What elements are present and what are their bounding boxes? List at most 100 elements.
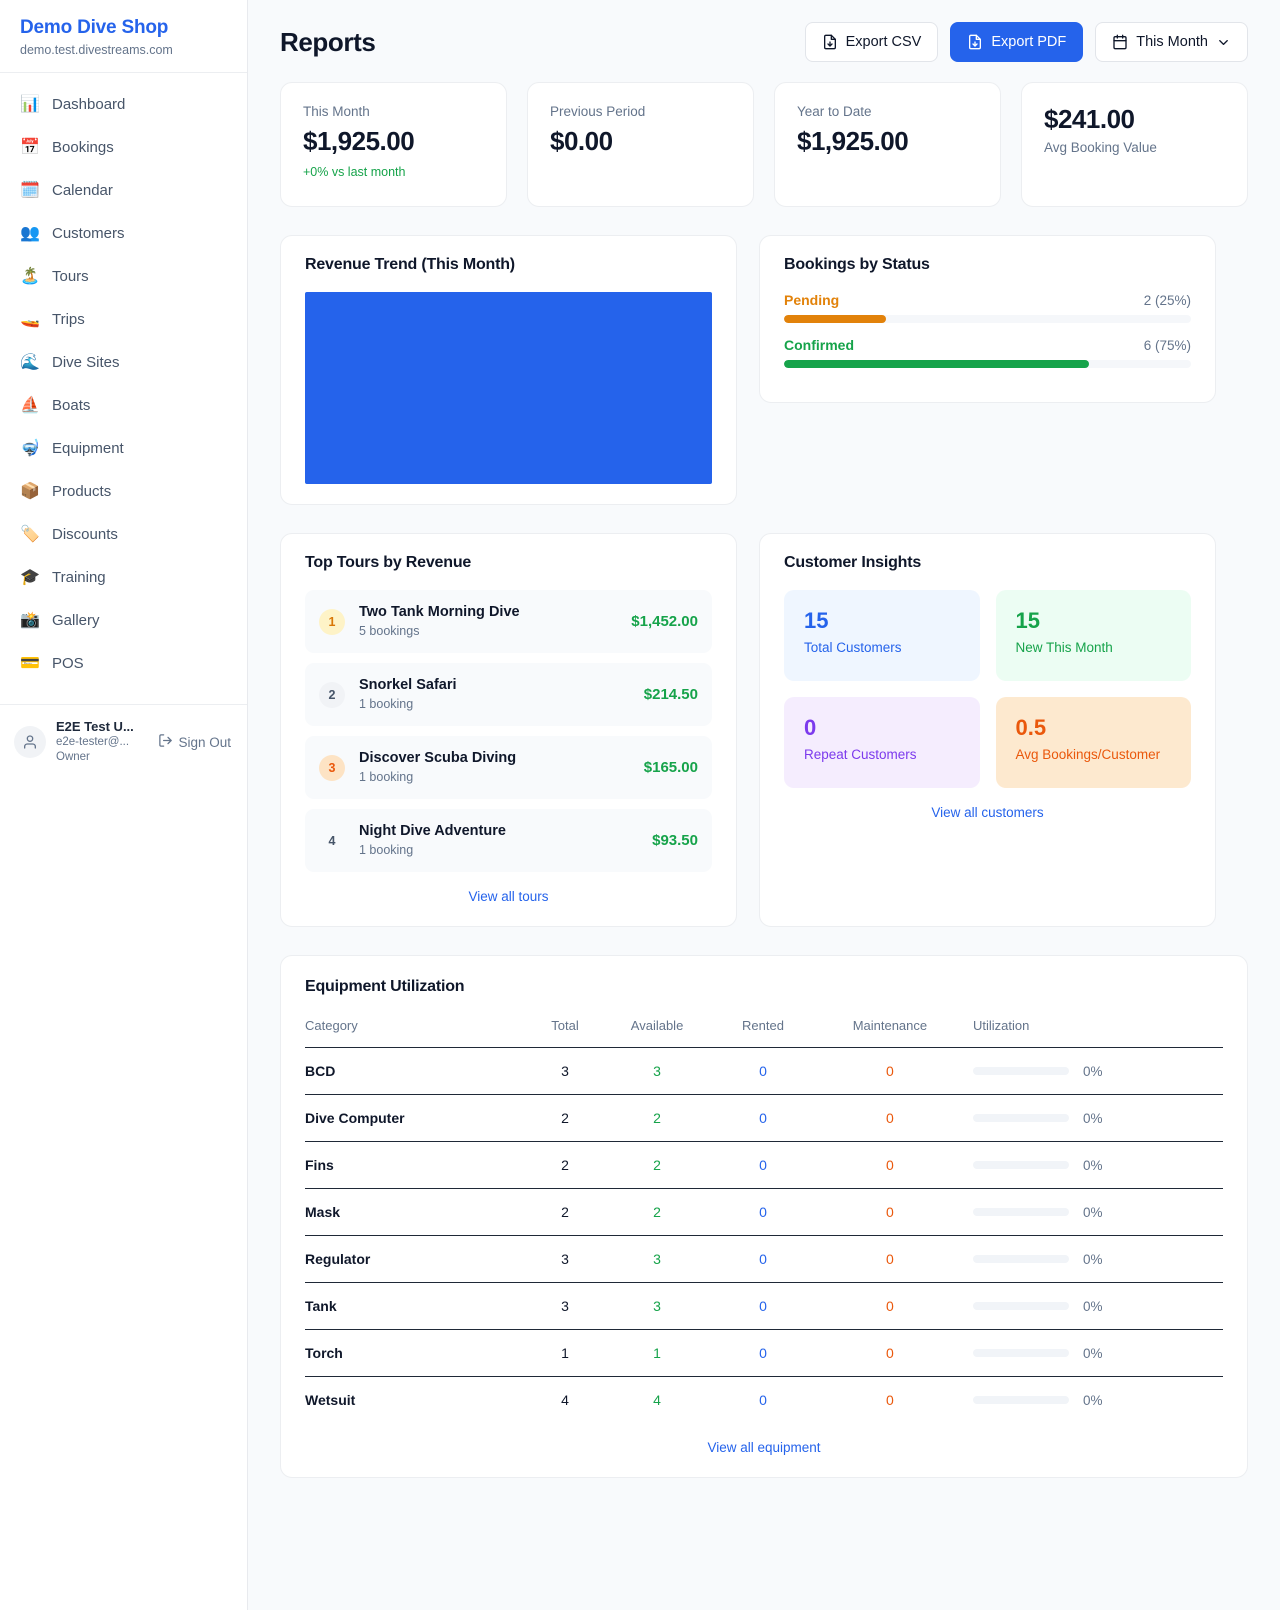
status-list: Pending 2 (25%) Confirmed 6 (75%)	[784, 292, 1191, 368]
cell-category: Dive Computer	[305, 1094, 535, 1142]
column-header: Category	[305, 1014, 535, 1048]
cell-total: 1	[535, 1329, 604, 1377]
sidebar-item-label: Trips	[52, 311, 85, 328]
insight-value: 0.5	[1015, 715, 1047, 740]
sign-out-button[interactable]: Sign Out	[158, 733, 233, 751]
cell-rented: 0	[719, 1047, 815, 1095]
tour-info: Two Tank Morning Dive 5 bookings	[359, 603, 617, 640]
sidebar-item-gallery[interactable]: 📸 Gallery	[0, 599, 247, 642]
revenue-bar	[305, 292, 712, 484]
cell-category: Torch	[305, 1329, 535, 1377]
cell-available: 2	[603, 1188, 720, 1236]
equipment-table-body: BCD 3 3 0 0 0% Dive Computer 2 2 0 0 0% Fins 2 2 0 0 0% Ma…	[305, 1047, 1223, 1424]
kpi-value: $1,925.00	[797, 126, 909, 156]
utilization-bar	[973, 1161, 1069, 1169]
view-all-tours-link[interactable]: View all tours	[468, 889, 549, 904]
tag-icon: 🏷️	[20, 525, 40, 543]
credit-card-icon: 💳	[20, 654, 40, 672]
cell-total: 3	[535, 1047, 604, 1095]
insight-label: Total Customers	[804, 640, 902, 655]
cell-rented: 0	[719, 1235, 815, 1283]
insight-label: New This Month	[1015, 640, 1113, 655]
sidebar-item-label: Tours	[52, 268, 89, 285]
sidebar-item-customers[interactable]: 👥 Customers	[0, 212, 247, 255]
equipment-title: Equipment Utilization	[305, 978, 465, 995]
sidebar-item-discounts[interactable]: 🏷️ Discounts	[0, 513, 247, 556]
cell-total: 4	[561, 1392, 569, 1408]
sidebar-item-label: Products	[52, 483, 112, 500]
export-csv-button[interactable]: Export CSV	[804, 22, 939, 62]
utilization-percent: 0%	[1083, 1110, 1103, 1126]
cell-maintenance: 0	[814, 1047, 973, 1095]
kpi-value: $1,925.00	[303, 126, 415, 156]
bookings-by-status-panel: Bookings by Status Pending 2 (25%) Confirm…	[759, 235, 1216, 403]
status-row: Pending 2 (25%)	[784, 292, 1191, 323]
insights-row: Top Tours by Revenue 1 Two Tank Morning D…	[280, 533, 1248, 927]
tour-row[interactable]: 2 Snorkel Safari 1 booking $214.50	[305, 663, 712, 726]
tour-row[interactable]: 3 Discover Scuba Diving 1 booking $165.00	[305, 736, 712, 799]
sidebar-item-tours[interactable]: 🏝️ Tours	[0, 255, 247, 298]
sidebar-item-training[interactable]: 🎓 Training	[0, 556, 247, 599]
utilization-bar	[973, 1255, 1069, 1263]
status-name: Confirmed	[784, 337, 854, 353]
graduation-cap-icon: 🎓	[20, 568, 40, 586]
brand-block[interactable]: Demo Dive Shop demo.test.divestreams.com	[0, 0, 247, 73]
revenue-trend-panel: Revenue Trend (This Month)	[280, 235, 737, 505]
export-pdf-button[interactable]: Export PDF	[950, 22, 1084, 62]
tour-bookings: 1 booking	[359, 843, 414, 857]
date-range-select[interactable]: This Month	[1095, 22, 1248, 62]
cell-total: 3	[535, 1282, 604, 1330]
tour-info: Snorkel Safari 1 booking	[359, 676, 630, 713]
wave-icon: 🌊	[20, 353, 40, 371]
sailboat-icon: ⛵	[20, 396, 40, 414]
view-all-customers-link[interactable]: View all customers	[931, 805, 1044, 820]
sidebar-item-pos[interactable]: 💳 POS	[0, 642, 247, 685]
insight-value: 0	[804, 715, 817, 740]
sidebar-item-calendar[interactable]: 🗓️ Calendar	[0, 169, 247, 212]
customer-insight-card: 0 Repeat Customers	[784, 697, 980, 788]
view-all-equipment-link[interactable]: View all equipment	[707, 1440, 821, 1455]
customer-insight-card: 15 Total Customers	[784, 590, 980, 681]
cell-maintenance: 0	[814, 1235, 973, 1283]
sidebar-item-products[interactable]: 📦 Products	[0, 470, 247, 513]
kpi-card: Previous Period $0.00	[527, 82, 754, 207]
utilization-bar	[973, 1067, 1069, 1075]
sidebar-item-label: Equipment	[52, 440, 124, 457]
tour-row[interactable]: 1 Two Tank Morning Dive 5 bookings $1,452.0…	[305, 590, 712, 653]
column-header: Rented	[719, 1014, 815, 1048]
tour-row[interactable]: 4 Night Dive Adventure 1 booking $93.50	[305, 809, 712, 872]
table-row: Mask 2 2 0 0 0%	[305, 1188, 1223, 1236]
cell-maintenance: 0	[814, 1282, 973, 1330]
equipment-utilization-panel: Equipment Utilization Category Total Avail…	[280, 955, 1248, 1478]
tour-bookings: 5 bookings	[359, 624, 420, 638]
cell-utilization: 0%	[973, 1282, 1223, 1330]
sidebar-item-equipment[interactable]: 🤿 Equipment	[0, 427, 247, 470]
cell-rented: 0	[719, 1141, 815, 1189]
tour-rank-badge: 1	[319, 608, 345, 635]
cell-available: 2	[603, 1094, 720, 1142]
sidebar-item-trips[interactable]: 🚤 Trips	[0, 298, 247, 341]
cell-available: 1	[603, 1329, 720, 1377]
utilization-bar	[973, 1114, 1069, 1122]
insight-value: 15	[1015, 608, 1040, 633]
speedboat-icon: 🚤	[20, 310, 40, 328]
bar-chart-icon: 📊	[20, 95, 40, 113]
export-pdf-label: Export PDF	[991, 34, 1067, 50]
customers-link-row: View all customers	[784, 804, 1191, 822]
cell-rented: 0	[759, 1392, 767, 1408]
sidebar-item-dive-sites[interactable]: 🌊 Dive Sites	[0, 341, 247, 384]
status-fill	[784, 360, 1090, 368]
tour-info: Discover Scuba Diving 1 booking	[359, 749, 630, 786]
utilization-bar	[973, 1349, 1069, 1357]
sidebar-item-bookings[interactable]: 📅 Bookings	[0, 126, 247, 169]
sidebar-item-boats[interactable]: ⛵ Boats	[0, 384, 247, 427]
sidebar-user-box: E2E Test U... e2e-tester@... Owner Sign …	[0, 704, 247, 779]
cell-available: 2	[603, 1141, 720, 1189]
kpi-label: This Month	[303, 104, 370, 119]
table-row: Regulator 3 3 0 0 0%	[305, 1235, 1223, 1283]
status-count: 2 (25%)	[1143, 293, 1191, 308]
cell-total: 3	[535, 1235, 604, 1283]
customer-insights-panel: Customer Insights 15 Total Customers 15 New…	[759, 533, 1216, 927]
sidebar-item-dashboard[interactable]: 📊 Dashboard	[0, 83, 247, 126]
calendar-icon	[1112, 34, 1128, 50]
